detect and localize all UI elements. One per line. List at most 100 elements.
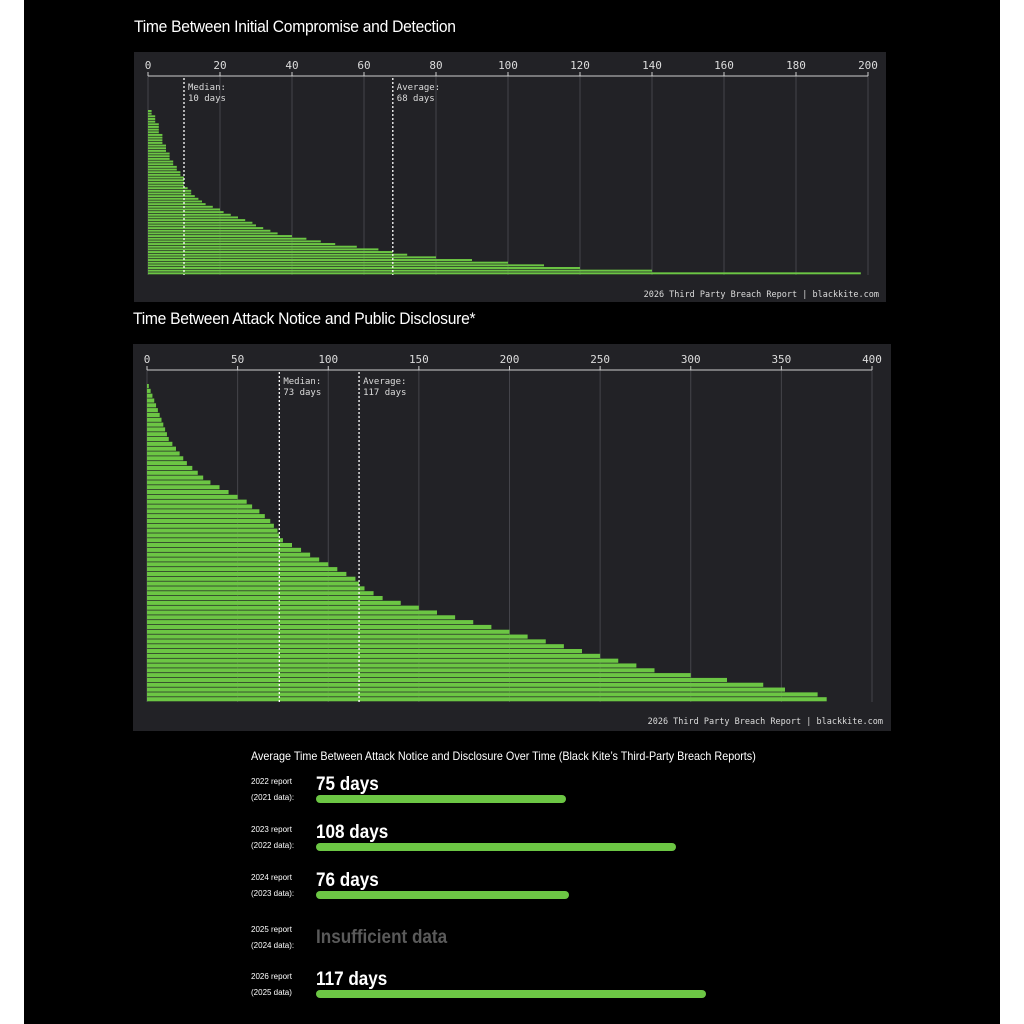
data-bar — [147, 600, 401, 605]
data-bar — [148, 237, 307, 240]
data-bar — [147, 692, 818, 697]
data-bar — [147, 518, 271, 524]
data-bar — [147, 596, 383, 601]
tick-label: 200 — [858, 59, 878, 72]
data-bar — [148, 240, 321, 243]
data-bar — [147, 567, 338, 572]
annotation-label: Median: — [188, 83, 226, 93]
data-bar — [148, 256, 436, 259]
data-bar — [147, 461, 187, 466]
data-bar — [148, 110, 152, 112]
tick-label: 20 — [213, 59, 226, 72]
data-bar — [147, 687, 785, 692]
data-bar — [148, 205, 213, 208]
annotation-label: Average: — [363, 377, 406, 387]
data-bar — [148, 189, 192, 192]
data-bar — [147, 514, 265, 519]
annotation-label: Average: — [397, 83, 440, 93]
data-bar — [147, 576, 356, 581]
data-bar — [148, 179, 184, 182]
data-bar — [148, 261, 508, 264]
source-label: 2026 Third Party Breach Report | blackki… — [644, 290, 879, 300]
data-bar — [148, 171, 181, 174]
data-bar — [148, 187, 188, 190]
annotation-label: Median: — [283, 377, 321, 387]
data-bar — [148, 181, 184, 184]
trend-value-label: Insufficient data — [316, 927, 448, 948]
data-bar — [148, 192, 192, 195]
tick-label: 50 — [231, 353, 244, 366]
data-bar — [147, 403, 157, 408]
data-bar — [147, 629, 510, 634]
data-bar — [148, 125, 159, 128]
annotation-value: 117 days — [363, 388, 406, 398]
trend-value-label: 75 days — [316, 774, 379, 795]
data-bar — [148, 155, 170, 158]
trend-report-label: 2026 report (2025 data) — [251, 972, 292, 997]
data-bar — [147, 624, 492, 630]
data-bar — [147, 697, 827, 702]
data-bar — [147, 682, 764, 687]
tick-label: 40 — [285, 59, 298, 72]
data-bar — [148, 173, 181, 176]
data-bar — [148, 251, 393, 254]
data-bar — [147, 422, 164, 427]
data-bar — [147, 523, 274, 528]
data-bar — [147, 412, 160, 418]
data-bar — [147, 557, 320, 562]
data-bar — [148, 197, 199, 200]
tick-label: 0 — [144, 353, 151, 366]
data-bar — [148, 224, 256, 227]
data-bar — [148, 219, 246, 222]
chart1-svg: 0 20 40 60 80 100 120 140 160 180 200 Median:10 day… — [145, 59, 879, 300]
data-bar — [148, 123, 159, 126]
data-bar — [148, 232, 278, 235]
data-bar — [147, 480, 211, 485]
data-bar — [148, 168, 177, 171]
data-bar — [148, 176, 184, 179]
annotation-value: 68 days — [397, 94, 435, 104]
data-bar — [147, 644, 564, 649]
data-bar — [147, 562, 329, 567]
data-bar — [148, 208, 220, 211]
data-bar — [147, 427, 166, 432]
data-bar — [147, 615, 456, 620]
data-bar — [147, 490, 229, 495]
data-bar — [147, 499, 247, 504]
tick-label: 160 — [714, 59, 734, 72]
data-bar — [147, 465, 193, 471]
data-bar — [148, 235, 292, 238]
data-bar — [147, 494, 238, 499]
chart2-svg: 0 50 100 150 200 250 300 350 400 Median:73 days Av… — [144, 353, 883, 727]
data-bar — [147, 547, 302, 552]
data-bar — [148, 157, 170, 160]
trend-bar — [316, 795, 566, 803]
data-bar — [147, 605, 419, 610]
tick-label: 60 — [357, 59, 370, 72]
tick-label: 400 — [862, 353, 882, 366]
data-bar — [148, 133, 163, 136]
data-bar — [148, 141, 163, 144]
data-bar — [147, 446, 176, 451]
data-bar — [148, 184, 184, 187]
data-bar — [147, 610, 437, 615]
data-bar — [147, 552, 311, 557]
data-bar — [148, 272, 861, 275]
data-bar — [148, 128, 159, 131]
data-bar — [147, 451, 180, 456]
tick-label: 300 — [681, 353, 701, 366]
data-bar — [147, 398, 155, 403]
tick-label: 350 — [771, 353, 791, 366]
data-bar — [148, 131, 159, 134]
tick-label: 250 — [590, 353, 610, 366]
data-bar — [147, 673, 691, 678]
data-bar — [147, 658, 619, 663]
trend-report-label: 2025 report (2024 data): — [251, 925, 295, 950]
chart1-panel: 0 20 40 60 80 100 120 140 160 180 200 Median: 10 day… — [134, 52, 886, 302]
data-bar — [148, 269, 652, 272]
data-bar — [148, 253, 408, 256]
data-bar — [148, 267, 580, 269]
data-bar — [147, 663, 637, 668]
trend-bar — [316, 843, 676, 851]
infographic-page: Time Between Initial Compromise and Dete… — [24, 0, 1000, 1024]
